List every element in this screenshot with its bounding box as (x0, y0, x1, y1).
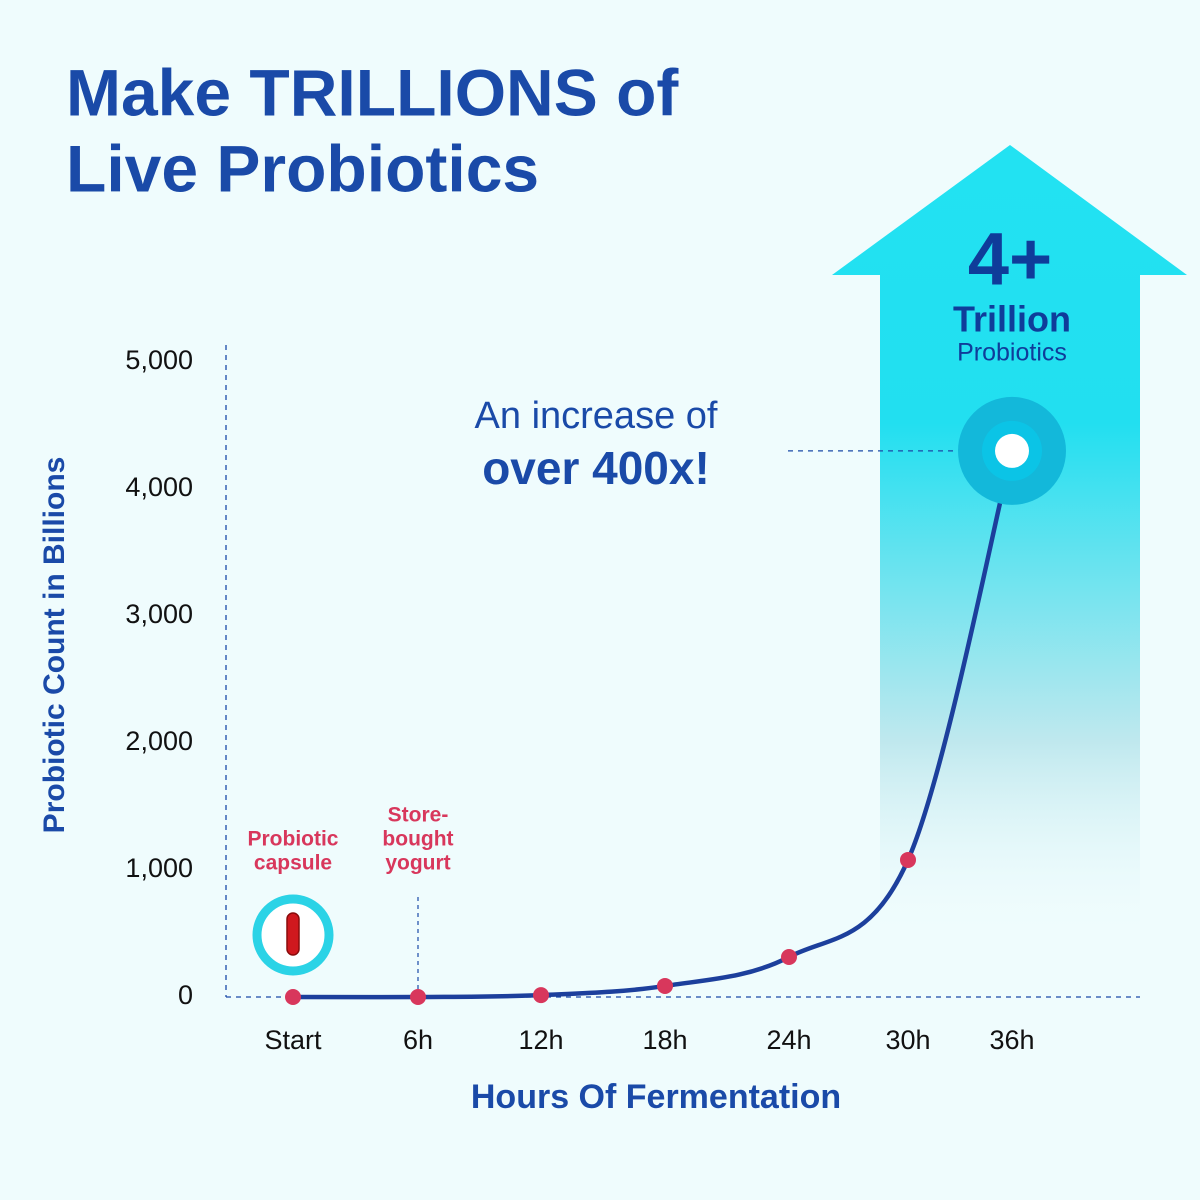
data-point (900, 851, 916, 868)
capsule-icon (286, 912, 300, 956)
point-annotation: bought (382, 828, 453, 851)
callout-unit: Trillion (953, 299, 1071, 340)
x-tick-label: 6h (403, 1025, 433, 1055)
data-point (657, 977, 673, 994)
y-tick-label: 4,000 (125, 472, 193, 502)
x-tick-label: 24h (766, 1025, 811, 1055)
growth-arrow (832, 145, 1187, 940)
y-tick-label: 0 (178, 980, 193, 1010)
x-tick-label: 36h (989, 1025, 1034, 1055)
y-tick-label: 5,000 (125, 345, 193, 375)
point-annotation: yogurt (385, 852, 450, 875)
x-tick-label: 30h (885, 1025, 930, 1055)
data-point (285, 989, 301, 1005)
callout-line: over 400x! (482, 442, 710, 494)
data-point (410, 989, 426, 1005)
point-annotation: Probiotic (247, 828, 338, 851)
y-tick-label: 2,000 (125, 726, 193, 756)
y-tick-label: 1,000 (125, 853, 193, 883)
x-axis-label: Hours Of Fermentation (471, 1078, 841, 1116)
callout-sub: Probiotics (957, 339, 1067, 367)
point-annotation: Store- (388, 804, 449, 827)
data-point (533, 987, 549, 1004)
y-axis-label: Probiotic Count in Billions (38, 457, 71, 834)
x-tick-label: Start (264, 1025, 322, 1055)
data-line (292, 450, 1015, 1000)
data-point (781, 948, 797, 965)
x-tick-label: 18h (642, 1025, 687, 1055)
chart-title: Live Probiotics (66, 131, 539, 205)
x-tick-label: 12h (518, 1025, 563, 1055)
point-annotation: capsule (254, 852, 332, 875)
y-tick-label: 3,000 (125, 599, 193, 629)
callout-big: 4+ (968, 218, 1052, 301)
data-point (995, 433, 1029, 468)
chart-title: Make TRILLIONS of (66, 55, 679, 129)
callout-line: An increase of (475, 395, 718, 437)
